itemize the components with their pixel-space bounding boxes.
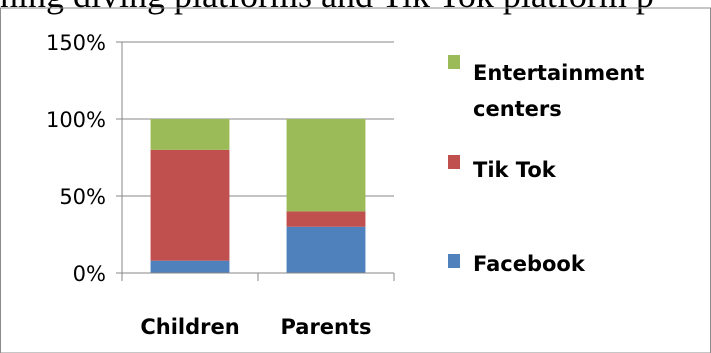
x-category-label: Parents bbox=[280, 315, 371, 339]
legend: Entertainment centers Tik Tok Facebook bbox=[448, 55, 644, 276]
y-tick-label: 50% bbox=[59, 185, 106, 209]
y-tick-label: 100% bbox=[46, 108, 106, 132]
legend-label: Entertainment bbox=[473, 61, 644, 85]
y-axis-tick-labels: 0% 50% 100% 150% bbox=[46, 31, 106, 286]
legend-label: Facebook bbox=[473, 252, 586, 276]
axes bbox=[121, 42, 395, 281]
legend-swatch bbox=[448, 254, 460, 268]
y-tick-label: 0% bbox=[73, 262, 106, 286]
bar-segment-tik-tok bbox=[286, 211, 366, 227]
legend-swatch bbox=[448, 155, 460, 169]
bar-segment-entertainment-centers bbox=[286, 119, 366, 212]
x-category-label: Children bbox=[140, 315, 239, 339]
legend-label: Tik Tok bbox=[473, 158, 557, 182]
legend-swatch bbox=[448, 55, 460, 69]
bar-segment-entertainment-centers bbox=[150, 119, 230, 150]
y-tick-label: 150% bbox=[46, 31, 106, 55]
x-axis-category-labels: Children Parents bbox=[140, 315, 371, 339]
bar-segment-facebook bbox=[286, 226, 366, 273]
bar-segment-tik-tok bbox=[150, 149, 230, 261]
legend-label: centers bbox=[473, 97, 562, 121]
bars bbox=[150, 119, 366, 273]
bar-segment-facebook bbox=[150, 260, 230, 273]
